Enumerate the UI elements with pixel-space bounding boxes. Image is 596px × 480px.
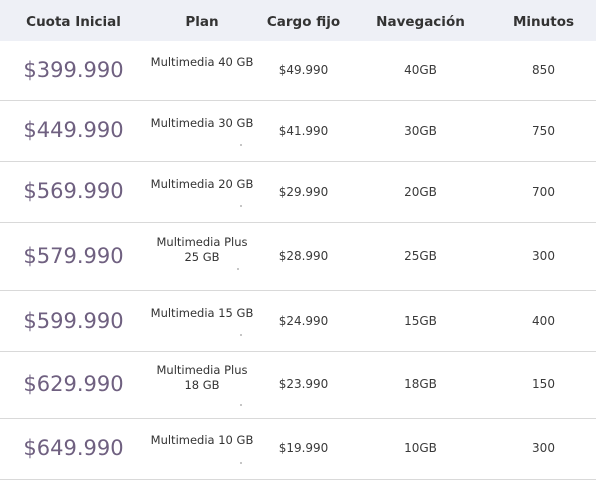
navegacion-value: 15GB — [404, 314, 437, 328]
cuota-inicial-value: $449.990 — [23, 118, 124, 142]
navegacion-value: 30GB — [404, 124, 437, 138]
cuota-inicial-value: $599.990 — [23, 309, 124, 333]
cell-marker — [240, 404, 242, 406]
minutos-value: 300 — [532, 441, 555, 455]
navegacion-value: 20GB — [404, 185, 437, 199]
table-row: $579.990 Multimedia Plus 25 GB $28.990 2… — [0, 223, 596, 291]
table-row: $599.990 Multimedia 15 GB $24.990 15GB 4… — [0, 291, 596, 352]
cargo-fijo-value: $23.990 — [278, 377, 329, 391]
navegacion-value: 18GB — [404, 377, 437, 391]
navegacion-value: 10GB — [404, 441, 437, 455]
header-cargo-fijo: Cargo fijo — [266, 14, 341, 30]
cuota-inicial-value: $649.990 — [23, 436, 124, 460]
cargo-fijo-value: $28.990 — [278, 249, 329, 263]
table-row: $649.990 Multimedia 10 GB $19.990 10GB 3… — [0, 419, 596, 480]
minutos-value: 700 — [532, 185, 555, 199]
minutos-value: 750 — [532, 124, 555, 138]
cargo-fijo-value: $29.990 — [278, 185, 329, 199]
minutos-value: 850 — [532, 63, 555, 77]
cargo-fijo-value: $41.990 — [278, 124, 329, 138]
cuota-inicial-value: $629.990 — [23, 372, 124, 396]
minutos-value: 150 — [532, 377, 555, 391]
plan-name: Multimedia 10 GB — [150, 433, 254, 447]
minutos-value: 400 — [532, 314, 555, 328]
plan-name: Multimedia Plus 25 GB — [156, 235, 248, 264]
cargo-fijo-value: $19.990 — [278, 441, 329, 455]
table-header: Cuota Inicial Plan Cargo fijo Navegación… — [0, 0, 596, 41]
cuota-inicial-value: $569.990 — [23, 179, 124, 203]
plan-name: Multimedia 30 GB — [150, 116, 254, 130]
cargo-fijo-value: $49.990 — [278, 63, 329, 77]
table-row: $449.990 Multimedia 30 GB $41.990 30GB 7… — [0, 101, 596, 162]
cell-marker — [240, 205, 242, 207]
plan-name: Multimedia Plus 18 GB — [156, 363, 248, 392]
minutos-value: 300 — [532, 249, 555, 263]
table-row: $629.990 Multimedia Plus 18 GB $23.990 1… — [0, 352, 596, 419]
header-plan: Plan — [185, 14, 219, 30]
header-minutos: Minutos — [512, 14, 575, 30]
cell-marker — [240, 334, 242, 336]
header-cuota-inicial: Cuota Inicial — [26, 14, 121, 30]
plan-name: Multimedia 20 GB — [150, 177, 254, 191]
plan-name: Multimedia 15 GB — [150, 306, 254, 320]
cell-marker — [237, 268, 239, 270]
cell-marker — [240, 144, 242, 146]
cell-marker — [240, 462, 242, 464]
cuota-inicial-value: $399.990 — [23, 58, 124, 82]
table-row: $569.990 Multimedia 20 GB $29.990 20GB 7… — [0, 162, 596, 223]
plan-name: Multimedia 40 GB — [150, 55, 254, 69]
navegacion-value: 25GB — [404, 249, 437, 263]
navegacion-value: 40GB — [404, 63, 437, 77]
cuota-inicial-value: $579.990 — [23, 244, 124, 268]
cargo-fijo-value: $24.990 — [278, 314, 329, 328]
table-row: $399.990 Multimedia 40 GB $49.990 40GB 8… — [0, 41, 596, 101]
header-navegacion: Navegación — [376, 14, 465, 30]
